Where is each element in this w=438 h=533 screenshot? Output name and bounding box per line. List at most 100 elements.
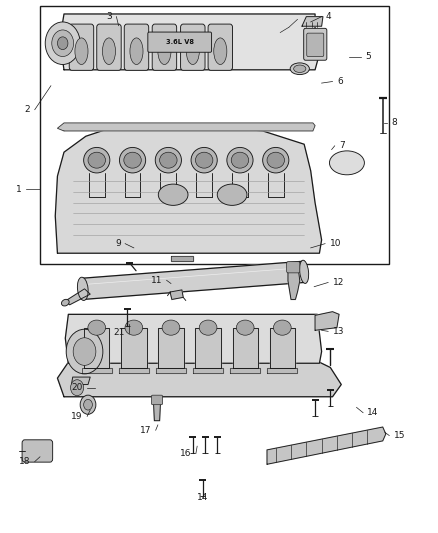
Ellipse shape [88, 152, 106, 168]
Polygon shape [193, 368, 223, 373]
Text: 5: 5 [365, 52, 371, 61]
Text: 15: 15 [394, 431, 405, 440]
Ellipse shape [227, 148, 253, 173]
FancyBboxPatch shape [124, 24, 149, 70]
Polygon shape [82, 368, 112, 373]
FancyBboxPatch shape [69, 24, 94, 70]
Text: 3: 3 [106, 12, 112, 21]
Ellipse shape [263, 148, 289, 173]
Polygon shape [288, 270, 300, 300]
Polygon shape [315, 312, 339, 330]
Ellipse shape [214, 38, 227, 64]
Ellipse shape [231, 152, 249, 168]
Text: 18: 18 [19, 457, 30, 466]
Ellipse shape [61, 300, 69, 306]
Ellipse shape [78, 277, 88, 301]
Ellipse shape [267, 152, 285, 168]
Circle shape [73, 338, 96, 366]
Polygon shape [158, 328, 184, 368]
Ellipse shape [88, 320, 106, 335]
Ellipse shape [290, 63, 309, 75]
Polygon shape [119, 368, 149, 373]
Ellipse shape [329, 151, 364, 175]
Circle shape [45, 22, 80, 64]
Text: 17: 17 [140, 426, 151, 435]
Ellipse shape [130, 38, 143, 64]
Circle shape [57, 37, 68, 50]
Polygon shape [57, 362, 341, 397]
Ellipse shape [125, 320, 143, 335]
Ellipse shape [273, 320, 291, 335]
Text: 2: 2 [25, 105, 30, 114]
Text: 14: 14 [367, 408, 379, 417]
Ellipse shape [155, 148, 181, 173]
Circle shape [66, 329, 103, 374]
Ellipse shape [237, 320, 254, 335]
Ellipse shape [199, 320, 217, 335]
Polygon shape [270, 328, 295, 368]
Circle shape [84, 399, 92, 410]
Text: 9: 9 [115, 239, 121, 248]
Polygon shape [65, 314, 321, 364]
FancyBboxPatch shape [22, 440, 53, 462]
Text: 1: 1 [16, 185, 21, 194]
Polygon shape [60, 14, 319, 70]
Ellipse shape [293, 65, 306, 72]
Ellipse shape [158, 184, 188, 205]
Text: 20: 20 [71, 383, 83, 392]
Text: 13: 13 [332, 327, 344, 336]
Circle shape [80, 395, 96, 414]
Polygon shape [267, 427, 386, 464]
Ellipse shape [75, 38, 88, 64]
FancyBboxPatch shape [148, 32, 212, 52]
Ellipse shape [195, 152, 213, 168]
FancyBboxPatch shape [97, 24, 121, 70]
Polygon shape [302, 17, 323, 26]
Ellipse shape [162, 320, 180, 335]
FancyBboxPatch shape [287, 262, 300, 273]
Ellipse shape [191, 148, 217, 173]
Ellipse shape [120, 148, 146, 173]
Ellipse shape [84, 148, 110, 173]
Ellipse shape [159, 152, 177, 168]
Text: 8: 8 [392, 118, 397, 127]
Text: 16: 16 [180, 449, 191, 458]
Text: 6: 6 [337, 77, 343, 86]
Text: 12: 12 [332, 278, 344, 287]
Polygon shape [268, 368, 297, 373]
Text: 4: 4 [326, 12, 332, 21]
Ellipse shape [300, 260, 309, 284]
Circle shape [52, 30, 74, 56]
Polygon shape [84, 328, 110, 368]
FancyBboxPatch shape [180, 24, 205, 70]
Text: 10: 10 [329, 239, 341, 248]
Polygon shape [170, 290, 183, 300]
FancyBboxPatch shape [208, 24, 233, 70]
Text: 21: 21 [114, 328, 125, 337]
Ellipse shape [124, 152, 141, 168]
Polygon shape [57, 123, 315, 131]
FancyBboxPatch shape [304, 28, 327, 60]
Polygon shape [233, 328, 258, 368]
Ellipse shape [158, 38, 171, 64]
Text: 3.6L V8: 3.6L V8 [166, 39, 194, 45]
Polygon shape [153, 402, 160, 421]
Ellipse shape [186, 38, 199, 64]
Text: 14: 14 [197, 493, 208, 502]
FancyBboxPatch shape [151, 395, 162, 405]
Polygon shape [71, 377, 90, 384]
Text: 7: 7 [339, 141, 345, 150]
Circle shape [71, 379, 84, 395]
FancyBboxPatch shape [307, 33, 324, 56]
Polygon shape [65, 289, 90, 305]
Ellipse shape [102, 38, 116, 64]
Polygon shape [171, 256, 193, 261]
Polygon shape [121, 328, 147, 368]
Polygon shape [230, 368, 260, 373]
Text: 19: 19 [71, 412, 83, 421]
Polygon shape [156, 368, 186, 373]
Polygon shape [55, 128, 321, 253]
Ellipse shape [217, 184, 247, 205]
Polygon shape [195, 328, 221, 368]
FancyBboxPatch shape [152, 24, 177, 70]
